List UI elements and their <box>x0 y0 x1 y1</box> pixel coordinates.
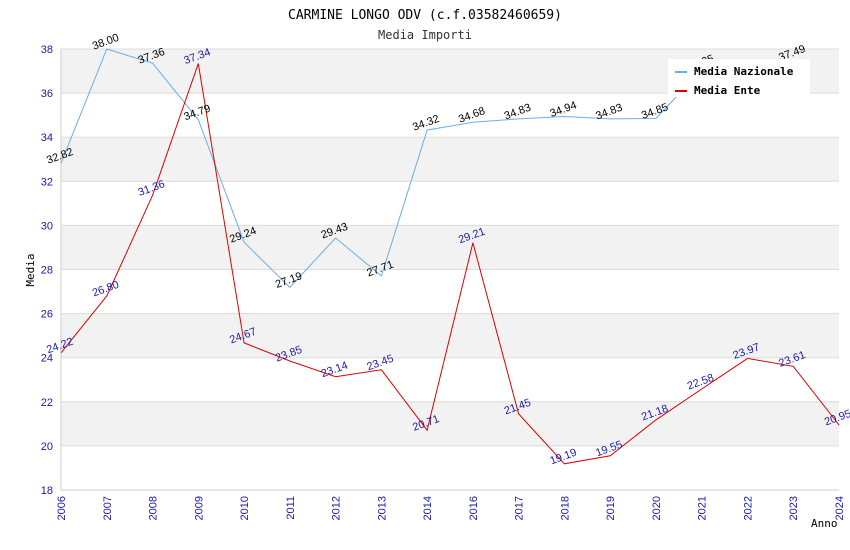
x-tick-label-2020: 2020 <box>651 496 663 520</box>
y-tick-label-24: 24 <box>41 353 53 365</box>
x-tick-label-2014: 2014 <box>422 496 434 520</box>
x-tick-label-2022: 2022 <box>742 496 754 520</box>
x-tick-label-2006: 2006 <box>56 496 68 520</box>
x-axis-ticks: 2006 2007 2008 2009 2010 2011 2012 2013 2014 2016… <box>56 496 846 520</box>
grid-band <box>61 357 839 402</box>
y-tick-label-32: 32 <box>41 176 53 188</box>
x-tick-label-2018: 2018 <box>559 496 571 520</box>
x-tick-label-2023: 2023 <box>788 496 800 520</box>
grid-band <box>61 269 839 314</box>
x-tick-label-2021: 2021 <box>697 496 709 520</box>
x-tick-label-2017: 2017 <box>514 496 526 520</box>
x-tick-label-2009: 2009 <box>193 496 205 520</box>
y-tick-label-28: 28 <box>41 265 53 277</box>
series-line-media-ente <box>60 63 840 465</box>
x-tick-label-2012: 2012 <box>331 496 343 520</box>
legend-label-media-nazionale: Media Nazionale <box>694 65 794 78</box>
grid-band <box>61 93 839 138</box>
x-tick-label-2019: 2019 <box>605 496 617 520</box>
y-tick-label-36: 36 <box>41 88 53 100</box>
grid-band <box>61 137 839 182</box>
y-tick-label-18: 18 <box>41 485 53 497</box>
y-tick-label-22: 22 <box>41 397 53 409</box>
grid-lines <box>60 48 839 491</box>
x-tick-label-2007: 2007 <box>102 496 114 520</box>
grid-band <box>61 445 839 490</box>
series-lines <box>60 49 840 465</box>
x-tick-label-2013: 2013 <box>376 496 388 520</box>
y-tick-label-30: 30 <box>41 220 53 232</box>
x-tick-label-2016: 2016 <box>468 496 480 520</box>
x-axis-label: Anno <box>811 517 838 530</box>
x-tick-label-2008: 2008 <box>148 496 160 520</box>
y-axis-ticks: 18 20 22 24 26 28 30 32 34 36 38 <box>41 44 53 497</box>
x-tick-label-2010: 2010 <box>239 496 251 520</box>
legend-box <box>668 59 810 97</box>
legend-label-media-ente: Media Ente <box>694 84 761 97</box>
chart-title: CARMINE LONGO ODV (c.f.03582460659) <box>288 8 562 23</box>
grid-bands <box>61 49 839 490</box>
x-tick-label-2011: 2011 <box>285 496 297 520</box>
grid-band <box>61 225 839 270</box>
x-tick-label-2024: 2024 <box>834 496 846 520</box>
y-axis-label: Media <box>24 253 37 286</box>
y-tick-label-20: 20 <box>41 441 53 453</box>
grid-band <box>61 401 839 446</box>
y-tick-label-38: 38 <box>41 44 53 56</box>
grid-band <box>61 181 839 226</box>
y-tick-label-34: 34 <box>41 132 53 144</box>
chart-subtitle: Media Importi <box>378 28 472 42</box>
y-tick-label-26: 26 <box>41 309 53 321</box>
legend: Media Nazionale Media Ente <box>668 59 810 97</box>
